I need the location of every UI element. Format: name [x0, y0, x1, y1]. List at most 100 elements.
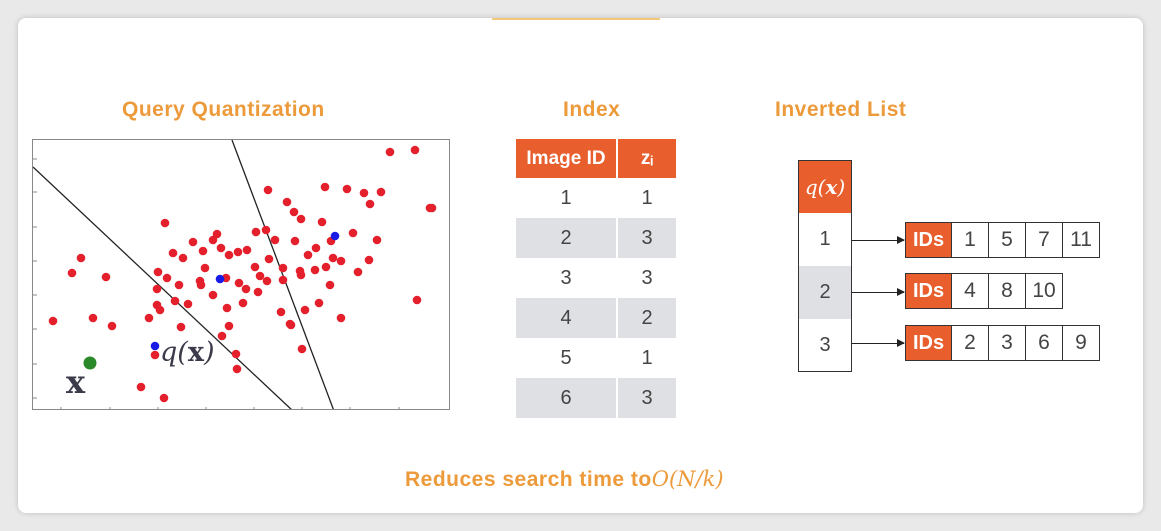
ids-tag: IDs — [906, 326, 951, 360]
heading-inverted-list: Inverted List — [775, 98, 907, 121]
data-point — [251, 227, 261, 237]
data-point — [325, 280, 335, 290]
quantization-plot — [32, 139, 450, 410]
data-point — [376, 187, 386, 197]
inverted-header: q(x) — [799, 161, 851, 213]
id-list-2: IDs 4 8 10 — [905, 273, 1063, 309]
arrow-1 — [852, 236, 905, 244]
data-point — [365, 199, 375, 209]
data-point — [296, 270, 306, 280]
data-point — [233, 247, 243, 257]
centroid-point — [215, 274, 225, 284]
inverted-key-column: q(x) 1 2 3 — [798, 160, 852, 372]
quantized-point-label: q(x) — [160, 337, 215, 368]
ids-tag: IDs — [906, 274, 951, 308]
data-point — [231, 349, 241, 359]
data-point — [242, 245, 252, 255]
data-point — [160, 218, 170, 228]
data-point — [162, 273, 172, 283]
data-point — [282, 197, 292, 207]
arrow-3 — [852, 339, 905, 347]
data-point — [168, 248, 178, 258]
data-point — [300, 305, 310, 315]
data-point — [144, 313, 154, 323]
data-point — [208, 235, 218, 245]
query-point-label: x — [66, 363, 86, 401]
id-list-1: IDs 1 5 7 11 — [905, 222, 1100, 258]
data-point — [342, 184, 352, 194]
data-point — [222, 303, 232, 313]
data-point — [427, 203, 437, 213]
data-point — [150, 350, 160, 360]
inverted-key-3: 3 — [819, 334, 831, 356]
data-point — [107, 321, 117, 331]
data-point — [321, 262, 331, 272]
data-point — [198, 246, 208, 256]
data-point — [412, 295, 422, 305]
data-point — [216, 243, 226, 253]
data-point — [174, 280, 184, 290]
data-point — [348, 228, 358, 238]
data-point — [261, 225, 271, 235]
data-point — [159, 393, 169, 403]
data-point — [255, 271, 265, 281]
col-zi: zᵢ — [617, 139, 676, 178]
data-point — [359, 188, 369, 198]
data-point — [155, 305, 165, 315]
data-point — [224, 250, 234, 260]
data-point — [270, 235, 280, 245]
top-accent-bar — [492, 18, 660, 20]
data-point — [208, 290, 218, 300]
id-list-3: IDs 2 3 6 9 — [905, 325, 1100, 361]
data-point — [297, 344, 307, 354]
data-point — [317, 217, 327, 227]
data-point — [136, 382, 146, 392]
data-point — [410, 145, 420, 155]
data-point — [217, 331, 227, 341]
data-point — [353, 267, 363, 277]
data-point — [310, 265, 320, 275]
voronoi-boundary-right — [231, 140, 334, 409]
data-point — [314, 298, 324, 308]
data-point — [336, 256, 346, 266]
arrow-2 — [852, 288, 905, 296]
ids-tag: IDs — [906, 223, 951, 257]
footer-caption: Reduces search time toO(N/k) — [405, 467, 724, 491]
centroid-point — [330, 231, 340, 241]
data-point — [48, 316, 58, 326]
data-point — [152, 284, 162, 294]
data-point — [286, 320, 296, 330]
data-point — [253, 287, 263, 297]
data-point — [101, 272, 111, 282]
data-point — [263, 185, 273, 195]
query-point — [83, 356, 97, 370]
data-point — [250, 262, 260, 272]
data-point — [232, 364, 242, 374]
data-point — [276, 307, 286, 317]
data-point — [311, 243, 321, 253]
inverted-key-1: 1 — [819, 228, 831, 250]
data-point — [289, 207, 299, 217]
data-point — [67, 268, 77, 278]
data-point — [296, 214, 306, 224]
inverted-key-2: 2 — [799, 266, 851, 319]
data-point — [241, 284, 251, 294]
data-point — [183, 299, 193, 309]
data-point — [328, 253, 338, 263]
data-point — [336, 313, 346, 323]
data-point — [234, 278, 244, 288]
data-point — [278, 275, 288, 285]
data-point — [290, 236, 300, 246]
data-point — [200, 263, 210, 273]
heading-index: Index — [563, 98, 621, 121]
voronoi-boundary-left — [33, 166, 292, 409]
data-point — [278, 263, 288, 273]
data-point — [303, 250, 313, 260]
data-point — [153, 267, 163, 277]
